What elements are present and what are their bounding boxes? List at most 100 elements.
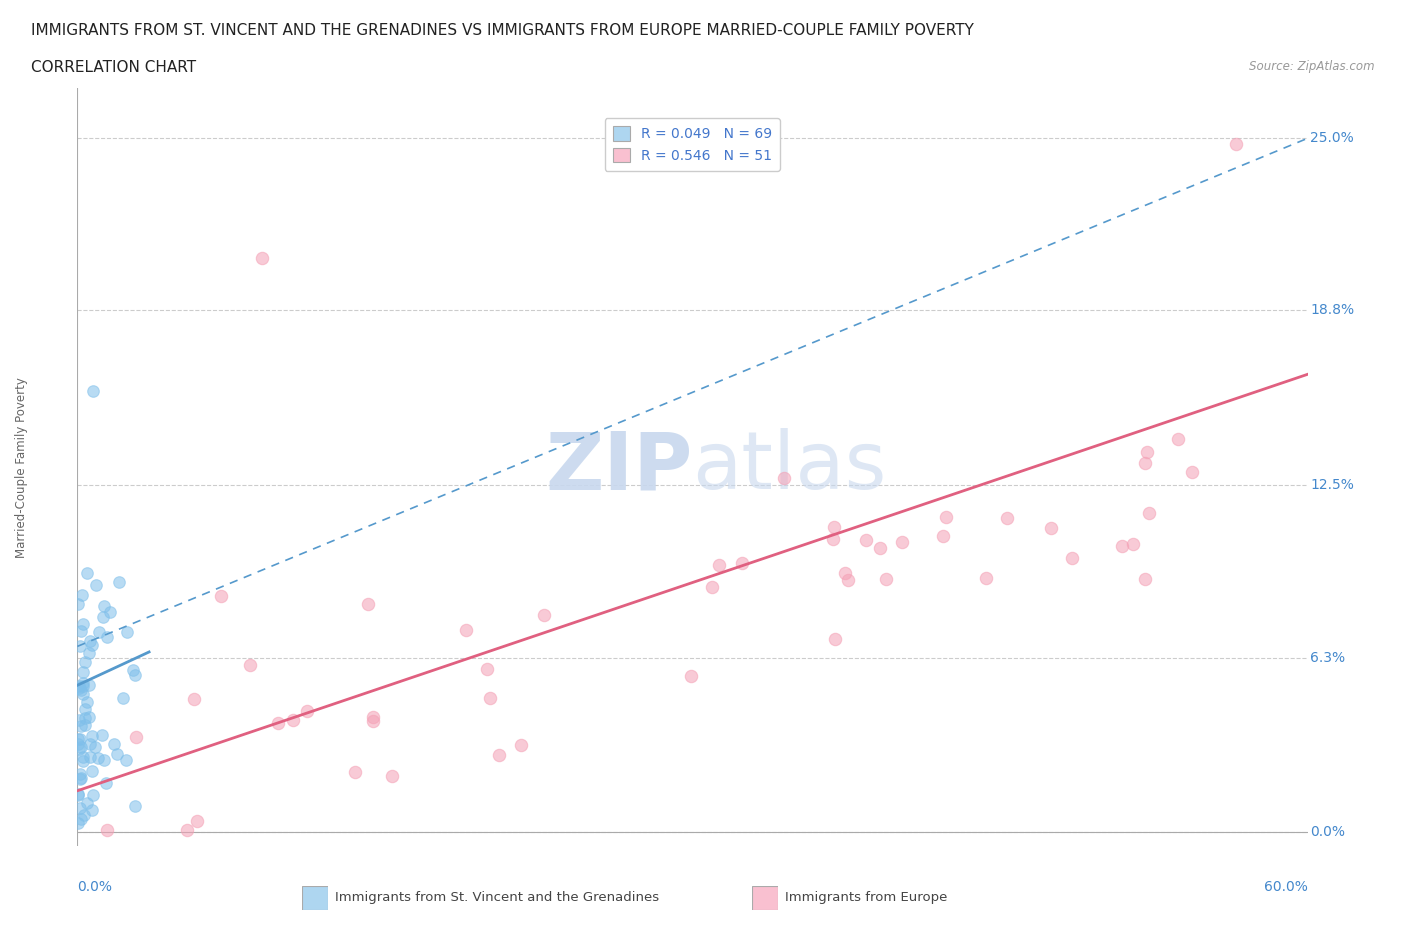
Point xyxy=(79,678,101,693)
Point xyxy=(82,788,104,803)
Point xyxy=(73,655,96,670)
Point xyxy=(454,623,477,638)
Point xyxy=(533,608,555,623)
Point xyxy=(93,599,115,614)
Point xyxy=(381,769,404,784)
Point xyxy=(96,630,118,644)
Point xyxy=(357,597,380,612)
Point xyxy=(488,748,510,763)
Point xyxy=(93,752,115,767)
Point xyxy=(875,571,897,586)
Point xyxy=(87,624,110,639)
Point xyxy=(1040,521,1063,536)
Point xyxy=(72,665,94,680)
Point xyxy=(855,533,877,548)
Text: Married-Couple Family Poverty: Married-Couple Family Poverty xyxy=(15,377,28,558)
Point xyxy=(681,669,703,684)
Point xyxy=(67,678,90,693)
Point xyxy=(72,678,94,693)
Text: 60.0%: 60.0% xyxy=(1264,881,1308,895)
Text: atlas: atlas xyxy=(693,429,887,506)
Point xyxy=(239,658,262,672)
Text: 0.0%: 0.0% xyxy=(77,881,112,895)
Point xyxy=(69,812,91,827)
Point xyxy=(96,822,118,837)
Point xyxy=(82,803,104,817)
Point xyxy=(834,565,856,580)
Point xyxy=(108,575,131,590)
Point xyxy=(731,555,754,570)
Point xyxy=(67,732,90,747)
Point xyxy=(124,667,146,682)
Point xyxy=(1167,432,1189,446)
Point xyxy=(73,807,96,822)
Point xyxy=(283,712,305,727)
Point xyxy=(115,625,138,640)
Text: Source: ZipAtlas.com: Source: ZipAtlas.com xyxy=(1250,60,1375,73)
Point xyxy=(82,383,104,398)
Point xyxy=(709,558,731,573)
Point xyxy=(72,686,94,701)
Point xyxy=(79,737,101,751)
Point xyxy=(69,767,91,782)
Point xyxy=(1122,537,1144,551)
Text: 25.0%: 25.0% xyxy=(1310,131,1354,145)
Point xyxy=(250,250,273,265)
Point xyxy=(1135,456,1157,471)
Point xyxy=(96,776,118,790)
Point xyxy=(73,717,96,732)
Text: 18.8%: 18.8% xyxy=(1310,303,1354,317)
Point xyxy=(176,822,198,837)
Point xyxy=(823,520,845,535)
Point xyxy=(70,771,93,786)
Point xyxy=(84,739,107,754)
Point xyxy=(1181,464,1204,479)
Point xyxy=(891,535,914,550)
Point xyxy=(73,711,96,725)
Point xyxy=(67,681,90,696)
Point xyxy=(75,701,97,716)
Point xyxy=(90,727,112,742)
Point xyxy=(72,675,94,690)
Point xyxy=(361,710,384,724)
Point xyxy=(70,683,93,698)
Point xyxy=(98,604,121,619)
Point xyxy=(510,737,533,752)
Point xyxy=(700,579,723,594)
Point xyxy=(267,715,290,730)
Point xyxy=(69,731,91,746)
Point xyxy=(103,737,125,751)
Text: Immigrants from Europe: Immigrants from Europe xyxy=(785,891,946,904)
Point xyxy=(82,728,104,743)
Text: 12.5%: 12.5% xyxy=(1310,478,1354,492)
Point xyxy=(186,813,208,828)
Text: CORRELATION CHART: CORRELATION CHART xyxy=(31,60,195,75)
Point xyxy=(72,753,94,768)
Point xyxy=(115,752,138,767)
Point xyxy=(69,741,91,756)
Point xyxy=(69,639,91,654)
Text: ZIP: ZIP xyxy=(546,429,693,506)
Point xyxy=(477,662,499,677)
Point xyxy=(343,764,366,779)
Point xyxy=(297,703,319,718)
Legend: R = 0.049   N = 69, R = 0.546   N = 51: R = 0.049 N = 69, R = 0.546 N = 51 xyxy=(605,118,780,171)
Point xyxy=(124,730,146,745)
Point xyxy=(105,747,128,762)
Point xyxy=(974,570,997,585)
Point xyxy=(76,694,98,709)
Point xyxy=(1062,551,1084,565)
Point xyxy=(66,596,89,611)
Point xyxy=(79,634,101,649)
Point xyxy=(837,572,859,587)
Point xyxy=(823,532,845,547)
Point xyxy=(80,764,103,778)
Text: 0.0%: 0.0% xyxy=(1310,826,1346,840)
Point xyxy=(869,540,891,555)
Point xyxy=(79,750,101,764)
Point xyxy=(478,691,501,706)
Point xyxy=(86,751,108,766)
Point xyxy=(935,510,957,525)
Point xyxy=(112,690,135,705)
Point xyxy=(1135,572,1157,587)
